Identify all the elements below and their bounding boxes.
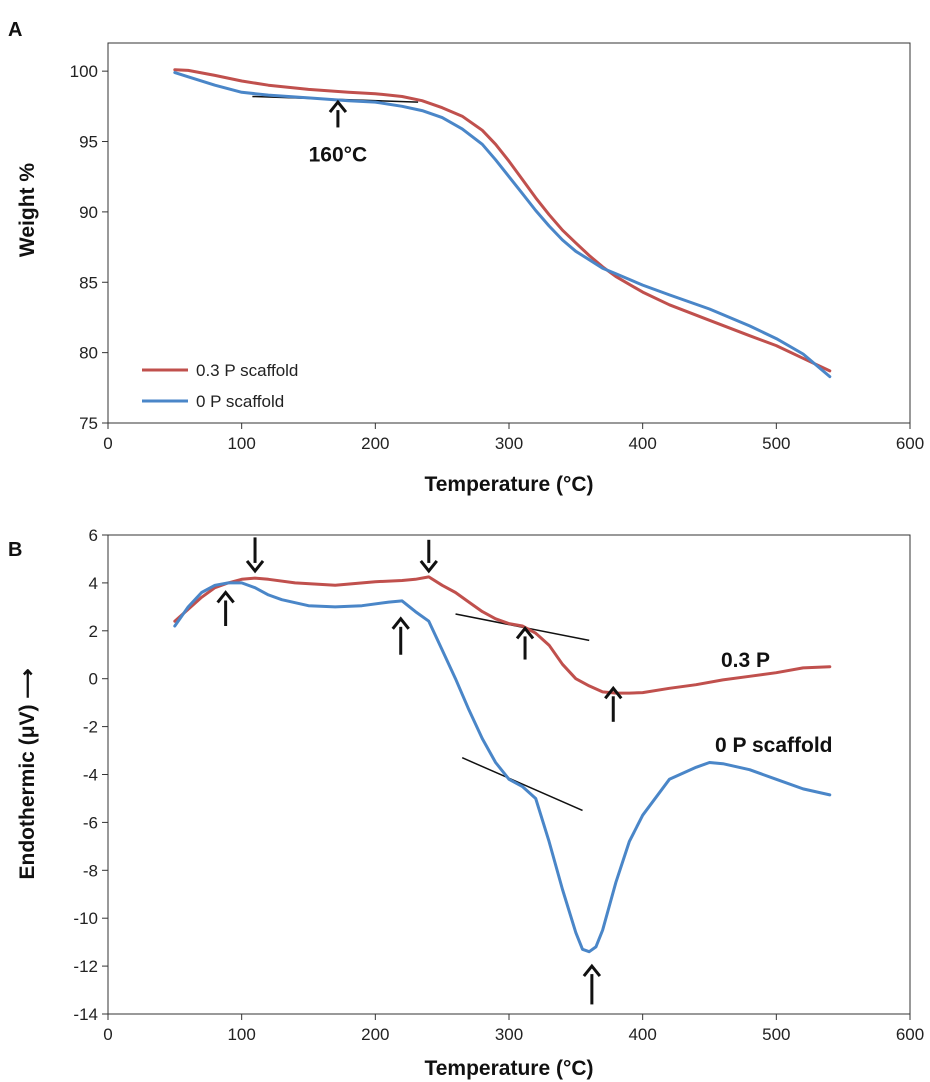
panel-a-x-axis-title: Temperature (°C)	[424, 473, 593, 496]
panel-b-arrows	[216, 537, 623, 1005]
y-tick-label: 0	[89, 670, 98, 689]
panel-a-chart: A 75 80 85 90 95 100 0 100 200 300 400 500 600 160°…	[8, 19, 924, 496]
tangent-line	[461, 757, 583, 812]
x-tick-label: 500	[762, 434, 790, 453]
y-tick-label: 85	[79, 273, 98, 292]
panel-b-chart: B -14 -12 -10 -8 -6 -4 -2 0 2 4 6 0 100 200 300 400 500…	[8, 526, 924, 1080]
series-line-1	[173, 71, 832, 379]
y-tick-label: 6	[89, 526, 98, 545]
y-tick-label: -8	[83, 861, 98, 880]
panel-b-plot-frame	[107, 534, 911, 1015]
series-line-0	[173, 575, 832, 695]
x-tick-label: 600	[896, 434, 924, 453]
y-tick-label: -6	[83, 813, 98, 832]
y-tick-label: 100	[70, 62, 98, 81]
panel-a-letter: A	[8, 19, 22, 41]
arrow-head	[419, 559, 438, 574]
y-tick-label: 80	[79, 344, 98, 363]
panel-b-y-ticks: -14 -12 -10 -8 -6 -4 -2 0 2 4 6	[73, 526, 108, 1024]
panel-a-y-axis-title: Weight %	[16, 163, 39, 257]
series-line-0	[173, 68, 832, 373]
panel-a-y-ticks: 75 80 85 90 95 100	[70, 62, 108, 433]
panel-a-x-ticks: 0 100 200 300 400 500 600	[103, 423, 924, 453]
y-tick-label: -2	[83, 718, 98, 737]
arrow-head	[582, 963, 602, 978]
panel-b-y-axis-title: Endothermic (μV) ⟶	[16, 669, 39, 880]
panel-b-label-0p: 0 P scaffold	[715, 734, 833, 757]
x-tick-label: 600	[896, 1025, 924, 1044]
annotation-temperature-label: 160°C	[309, 143, 368, 166]
panel-b-letter: B	[8, 539, 22, 561]
x-tick-label: 0	[103, 434, 112, 453]
arrow-head	[245, 559, 265, 574]
panel-b-label-0-3p: 0.3 P	[721, 649, 770, 672]
x-tick-label: 0	[103, 1025, 112, 1044]
y-tick-label: 4	[89, 574, 98, 593]
x-tick-label: 200	[361, 1025, 389, 1044]
x-tick-label: 400	[628, 1025, 656, 1044]
y-tick-label: -12	[73, 957, 98, 976]
arrow-head	[515, 626, 535, 640]
x-tick-label: 100	[227, 1025, 255, 1044]
x-tick-label: 200	[361, 434, 389, 453]
arrow-head	[604, 685, 623, 700]
panel-a-series	[173, 68, 832, 379]
arrow-head	[391, 616, 410, 630]
legend-label-0-3p: 0.3 P scaffold	[196, 361, 298, 380]
panel-b-series	[173, 575, 832, 954]
x-tick-label: 400	[628, 434, 656, 453]
series-line-1	[173, 581, 832, 954]
y-tick-label: 75	[79, 414, 98, 433]
x-tick-label: 500	[762, 1025, 790, 1044]
arrow-head	[328, 99, 348, 114]
panel-b-x-axis-title: Temperature (°C)	[424, 1057, 593, 1080]
y-tick-label: -14	[73, 1005, 98, 1024]
panel-b-x-ticks: 0 100 200 300 400 500 600	[103, 1014, 924, 1044]
x-tick-label: 300	[495, 1025, 523, 1044]
y-tick-label: 90	[79, 203, 98, 222]
arrow-head	[216, 590, 235, 604]
y-tick-label: 95	[79, 133, 98, 152]
legend-label-0p: 0 P scaffold	[196, 392, 284, 411]
panel-a-legend: 0.3 P scaffold 0 P scaffold	[142, 361, 298, 411]
x-tick-label: 100	[227, 434, 255, 453]
y-tick-label: -4	[83, 766, 98, 785]
y-tick-label: 2	[89, 622, 98, 641]
panel-b-reference-lines	[455, 613, 590, 812]
y-tick-label: -10	[73, 909, 98, 928]
x-tick-label: 300	[495, 434, 523, 453]
panel-a-annotations: 160°C	[309, 99, 368, 166]
